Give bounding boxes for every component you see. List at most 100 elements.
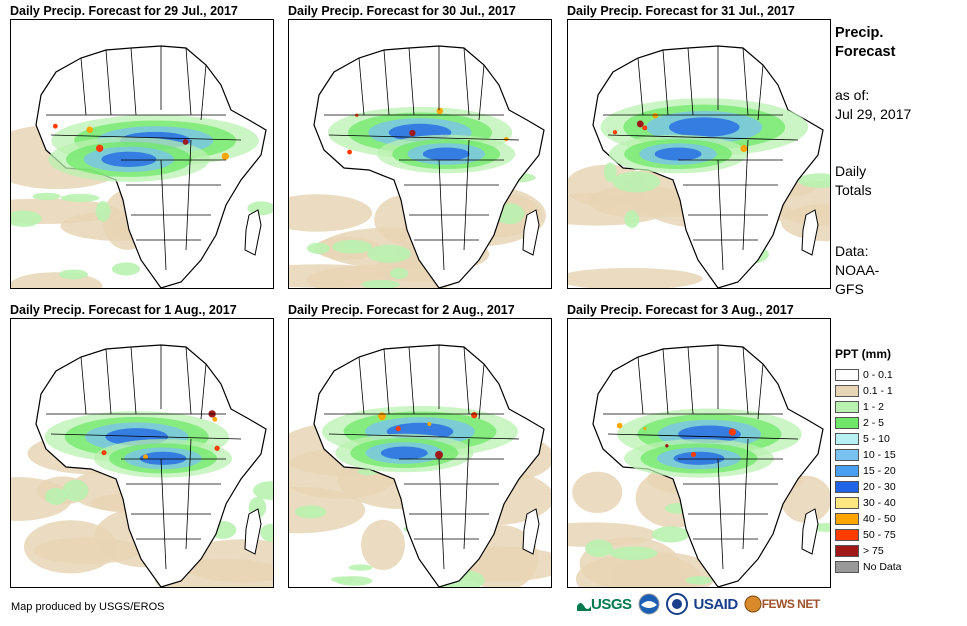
- precip-map: [567, 19, 831, 289]
- ocean-rain-patch: [59, 269, 88, 280]
- usgs-logo: USGS: [577, 596, 632, 613]
- data-line: GFS: [835, 281, 864, 297]
- heavy-rain-spot: [616, 422, 623, 429]
- ocean-rain-patch: [624, 210, 640, 228]
- ocean-rain-patch: [95, 200, 111, 222]
- country-border: [463, 346, 470, 415]
- country-border: [328, 433, 520, 440]
- rain-belt: [678, 425, 741, 443]
- logo-bar: USGS USAID FEWS NET: [577, 593, 820, 615]
- data-line: NOAA-: [835, 262, 880, 278]
- as-of-date: as of: Jul 29, 2017: [835, 86, 911, 124]
- country-border: [185, 139, 192, 251]
- country-border: [662, 49, 669, 116]
- precip-map: [10, 318, 274, 588]
- legend-swatch: [835, 481, 859, 493]
- ocean-rain-patch: [651, 526, 690, 543]
- ocean-rain-patch: [390, 267, 409, 280]
- precip-map: [288, 19, 552, 289]
- ocean-rain-patch: [685, 576, 713, 585]
- ocean-rain-patch: [32, 192, 61, 201]
- country-border: [408, 346, 415, 415]
- heavy-rain-spot: [665, 444, 669, 448]
- country-border: [408, 47, 415, 116]
- data-line: Data:: [835, 243, 869, 259]
- country-border: [687, 47, 694, 116]
- heavy-rain-spot: [101, 450, 107, 456]
- heading-line: Forecast: [835, 44, 896, 60]
- country-border: [358, 356, 365, 415]
- ocean-rain-patch: [367, 244, 412, 263]
- legend-swatch: [835, 369, 859, 381]
- heavy-rain-spot: [435, 450, 443, 459]
- ocean-rain-patch: [332, 239, 373, 254]
- legend: PPT (mm) 0 - 0.1 0.1 - 1 1 - 2 2 - 5 5 - 10 1…: [835, 347, 902, 575]
- heavy-rain-spot: [52, 123, 58, 129]
- heavy-rain-spot: [643, 427, 647, 431]
- country-border: [438, 159, 445, 271]
- country-border: [200, 363, 207, 420]
- africa-map: [568, 344, 830, 587]
- country-border: [687, 346, 694, 415]
- legend-item: 1 - 2: [835, 399, 902, 415]
- ocean-rain-patch: [361, 279, 400, 288]
- country-border: [105, 348, 112, 415]
- heavy-rain-spot: [427, 421, 432, 426]
- ocean-precip-patch: [289, 486, 366, 534]
- ocean-rain-patch: [798, 173, 830, 188]
- rain-belt: [101, 151, 157, 168]
- country-border: [463, 139, 470, 251]
- heavy-rain-spot: [740, 144, 748, 153]
- legend-item: 0.1 - 1: [835, 383, 902, 399]
- legend-label: 1 - 2: [863, 401, 885, 413]
- ocean-rain-patch: [60, 193, 100, 202]
- madagascar-outline: [522, 209, 540, 256]
- legend-swatch: [835, 545, 859, 557]
- legend-item: 50 - 75: [835, 527, 902, 543]
- precip-map: [567, 318, 831, 588]
- country-border: [463, 438, 470, 550]
- ocean-precip-patch: [361, 519, 406, 571]
- country-border: [607, 433, 799, 440]
- totals-label: Daily Totals: [835, 162, 872, 200]
- panel-title: Daily Precip. Forecast for 1 Aug., 2017: [10, 303, 237, 317]
- legend-item: 5 - 10: [835, 431, 902, 447]
- ocean-rain-patch: [44, 487, 67, 505]
- country-border: [757, 64, 764, 121]
- data-source: Data: NOAA- GFS: [835, 242, 879, 299]
- panel-title: Daily Precip. Forecast for 31 Jul., 2017: [567, 4, 795, 18]
- country-border: [130, 346, 137, 415]
- country-border: [742, 346, 749, 415]
- usgs-logo-text: USGS: [591, 595, 632, 613]
- legend-item: 0 - 0.1: [835, 367, 902, 383]
- legend-item: 30 - 40: [835, 495, 902, 511]
- country-border: [80, 57, 87, 116]
- legend-item: 2 - 5: [835, 415, 902, 431]
- legend-swatch: [835, 449, 859, 461]
- country-border: [185, 47, 192, 116]
- country-border: [130, 47, 137, 116]
- madagascar-outline: [522, 508, 540, 555]
- ocean-precip-patch: [289, 194, 373, 232]
- panel-title: Daily Precip. Forecast for 30 Jul., 2017: [288, 4, 516, 18]
- country-border: [358, 57, 365, 116]
- country-border: [50, 134, 242, 141]
- precip-map: [288, 318, 552, 588]
- legend-label: 50 - 75: [863, 529, 896, 541]
- fewsnet-logo: FEWS NET: [744, 595, 820, 613]
- ocean-rain-patch: [335, 576, 373, 586]
- heavy-rain-spot: [504, 136, 509, 142]
- country-border: [105, 49, 112, 116]
- rain-belt: [668, 117, 740, 138]
- legend-label: No Data: [863, 561, 902, 573]
- fewsnet-globe-icon: [744, 595, 762, 613]
- country-border: [185, 438, 192, 550]
- ocean-rain-patch: [260, 523, 273, 542]
- heavy-rain-spot: [436, 107, 444, 115]
- ocean-rain-patch: [62, 479, 89, 502]
- usgs-wave-icon: [577, 603, 591, 611]
- legend-label: 30 - 40: [863, 497, 896, 509]
- side-heading: Precip. Forecast: [835, 24, 895, 62]
- legend-item: 20 - 30: [835, 479, 902, 495]
- ocean-precip-patch: [572, 471, 623, 514]
